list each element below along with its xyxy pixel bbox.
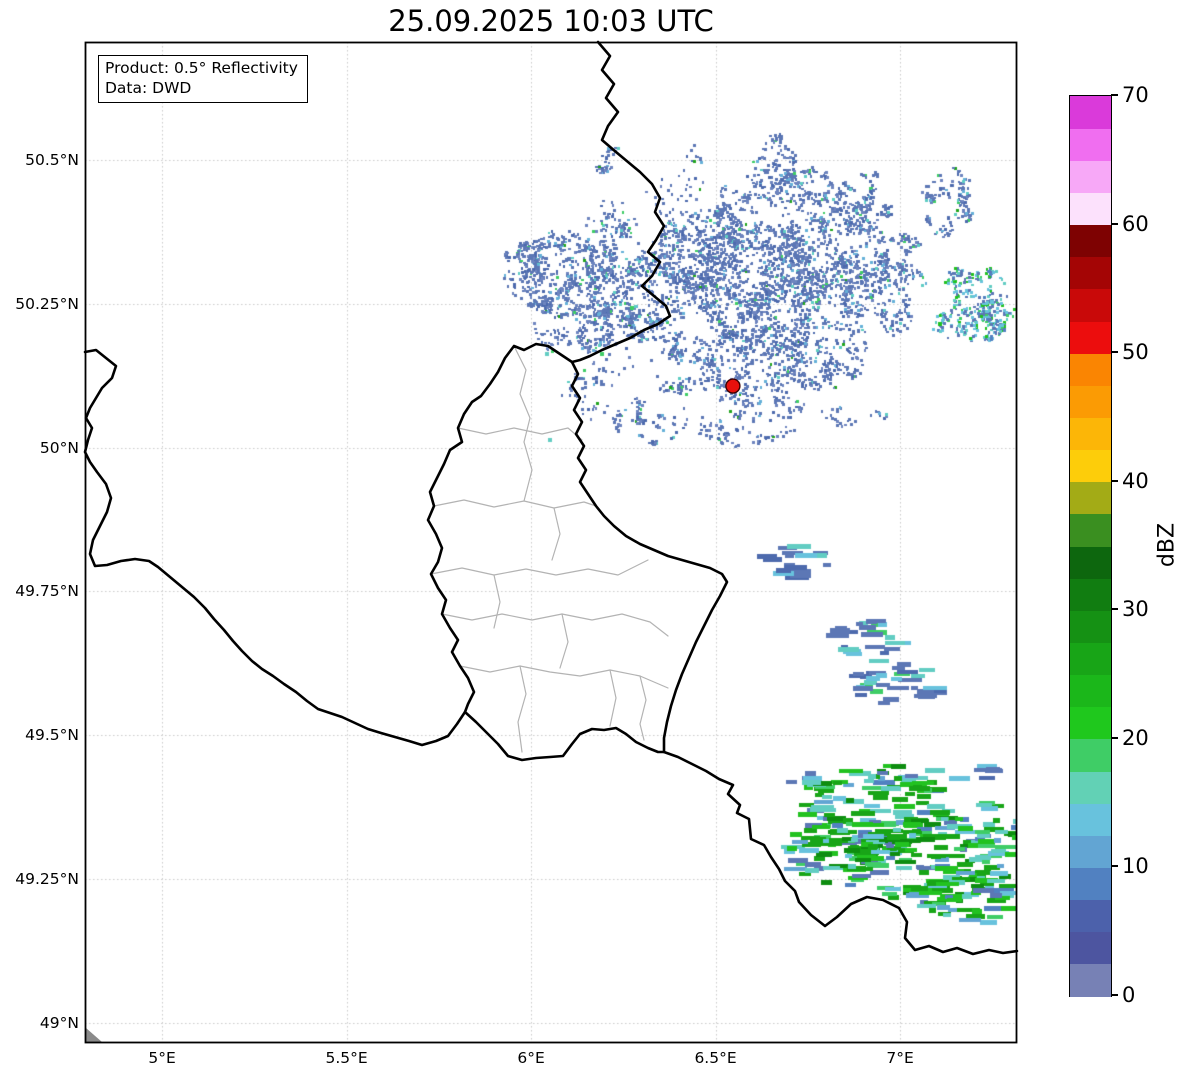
lon-tick-label: 7°E bbox=[886, 1049, 914, 1067]
admin-border-line bbox=[523, 441, 533, 502]
colorbar-band bbox=[1070, 192, 1111, 226]
lat-tick-label: 49.25°N bbox=[15, 870, 79, 889]
colorbar-band bbox=[1070, 738, 1111, 772]
colorbar-band bbox=[1070, 321, 1111, 354]
colorbar-band bbox=[1070, 256, 1111, 290]
colorbar-band bbox=[1070, 610, 1111, 644]
colorbar-band bbox=[1070, 224, 1111, 258]
info-box-data-line: Data: DWD bbox=[105, 79, 192, 98]
colorbar-tick-label: 60 bbox=[1122, 211, 1149, 236]
colorbar-tick bbox=[1111, 865, 1118, 868]
admin-border-line bbox=[493, 574, 501, 629]
colorbar-band bbox=[1070, 385, 1111, 419]
colorbar-tick bbox=[1111, 222, 1118, 225]
colorbar-tick bbox=[1111, 94, 1118, 96]
info-box-product-line: Product: 0.5° Reflectivity bbox=[105, 59, 298, 77]
colorbar bbox=[1069, 95, 1112, 997]
admin-border-line bbox=[559, 613, 569, 669]
colorbar-band bbox=[1070, 417, 1111, 451]
colorbar-tick-label: 30 bbox=[1122, 597, 1149, 622]
colorbar-tick-label: 40 bbox=[1122, 468, 1149, 493]
admin-border-line bbox=[457, 427, 583, 441]
colorbar-tick-label: 20 bbox=[1122, 725, 1149, 750]
admin-border-line bbox=[517, 665, 527, 753]
colorbar-band bbox=[1070, 96, 1111, 129]
colorbar-axis-label: dBZ bbox=[1154, 522, 1180, 568]
lon-tick-label: 6°E bbox=[517, 1049, 545, 1067]
lat-tick-label: 49.75°N bbox=[15, 582, 79, 601]
lat-tick-label: 50.25°N bbox=[15, 294, 79, 313]
colorbar-tick-label: 0 bbox=[1122, 983, 1136, 1007]
country-border-france-germany bbox=[662, 750, 1019, 956]
lat-tick-label: 49.5°N bbox=[25, 726, 79, 745]
colorbar-band bbox=[1070, 899, 1111, 933]
admin-border-line bbox=[441, 613, 669, 637]
colorbar-band bbox=[1070, 642, 1111, 676]
admin-border-line bbox=[551, 507, 561, 561]
colorbar-band bbox=[1070, 160, 1111, 194]
colorbar-tick bbox=[1111, 736, 1118, 739]
country-border-belgium-germany bbox=[570, 40, 672, 364]
colorbar-tick-label: 10 bbox=[1122, 854, 1149, 879]
plot-frame bbox=[84, 41, 1018, 1044]
colorbar-band bbox=[1070, 288, 1111, 322]
map-corner-terrain-wedge bbox=[86, 1028, 102, 1042]
admin-border-line bbox=[459, 665, 669, 689]
admin-border-line bbox=[433, 499, 597, 509]
colorbar-band bbox=[1070, 353, 1111, 386]
colorbar-band bbox=[1070, 578, 1111, 611]
colorbar-band bbox=[1070, 449, 1111, 483]
colorbar-band bbox=[1070, 835, 1111, 869]
admin-border-line bbox=[639, 675, 647, 741]
country-border-france-belgium bbox=[83, 348, 467, 747]
colorbar-band bbox=[1070, 931, 1111, 965]
lat-tick-label: 49°N bbox=[39, 1013, 79, 1032]
colorbar-band bbox=[1070, 803, 1111, 836]
colorbar-band bbox=[1070, 706, 1111, 740]
lon-tick-label: 6.5°E bbox=[694, 1049, 737, 1067]
map-title: 25.09.2025 10:03 UTC bbox=[388, 4, 714, 38]
colorbar-tick bbox=[1111, 479, 1118, 482]
lat-tick-label: 50.5°N bbox=[25, 150, 79, 169]
colorbar-tick bbox=[1111, 994, 1118, 996]
colorbar-band bbox=[1070, 963, 1111, 997]
colorbar-band bbox=[1070, 128, 1111, 161]
info-box: Product: 0.5° Reflectivity Data: DWD bbox=[98, 55, 308, 103]
lon-tick-label: 5.5°E bbox=[325, 1049, 368, 1067]
colorbar-band bbox=[1070, 771, 1111, 804]
colorbar-band bbox=[1070, 481, 1111, 515]
colorbar-tick-label: 50 bbox=[1122, 340, 1149, 365]
colorbar-band bbox=[1070, 546, 1111, 579]
admin-border-line bbox=[609, 669, 617, 727]
colorbar-band bbox=[1070, 674, 1111, 708]
lat-tick-label: 50°N bbox=[39, 438, 79, 457]
country-border-luxembourg bbox=[426, 342, 729, 762]
colorbar-band bbox=[1070, 513, 1111, 547]
admin-border-line bbox=[513, 345, 531, 443]
colorbar-tick-label: 70 bbox=[1122, 83, 1149, 107]
admin-border-line bbox=[430, 559, 649, 576]
radar-site-marker bbox=[725, 378, 741, 394]
colorbar-band bbox=[1070, 867, 1111, 901]
colorbar-tick bbox=[1111, 351, 1118, 354]
colorbar-tick bbox=[1111, 608, 1118, 611]
lon-tick-label: 5°E bbox=[148, 1049, 176, 1067]
